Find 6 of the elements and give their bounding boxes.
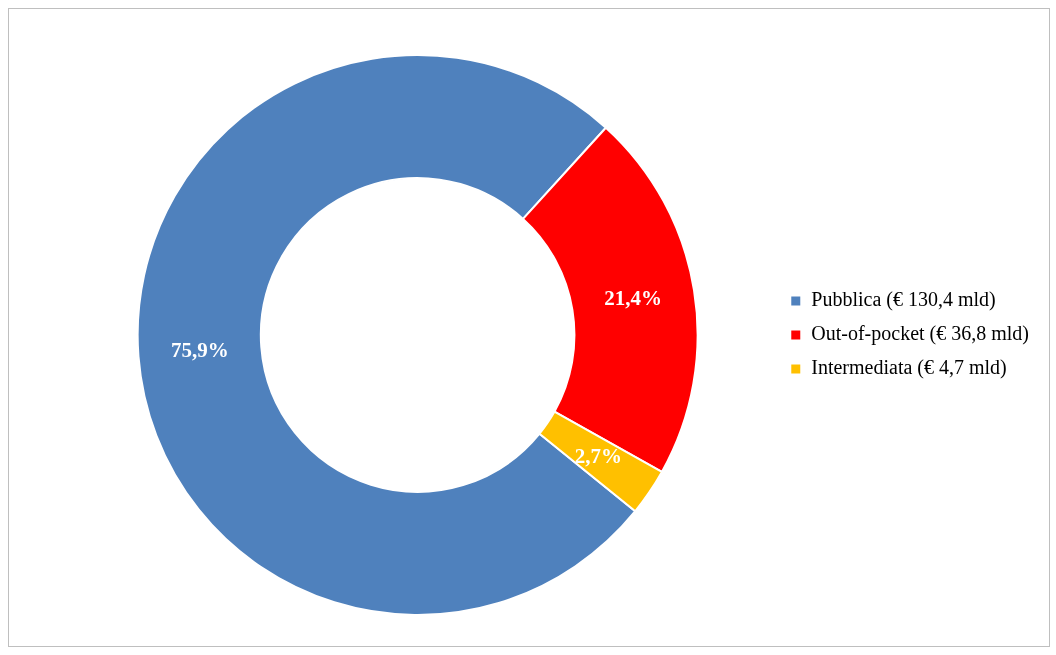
data-label: 2,7% (574, 443, 623, 468)
legend-label: Pubblica (€ 130,4 mld) (811, 288, 996, 312)
data-label: 75,9% (171, 338, 229, 363)
data-label: 21,4% (604, 286, 663, 311)
legend-label: Out-of-pocket (€ 36,8 mld) (811, 322, 1030, 346)
legend-label: Intermediata (€ 4,7 mld) (811, 356, 1007, 380)
